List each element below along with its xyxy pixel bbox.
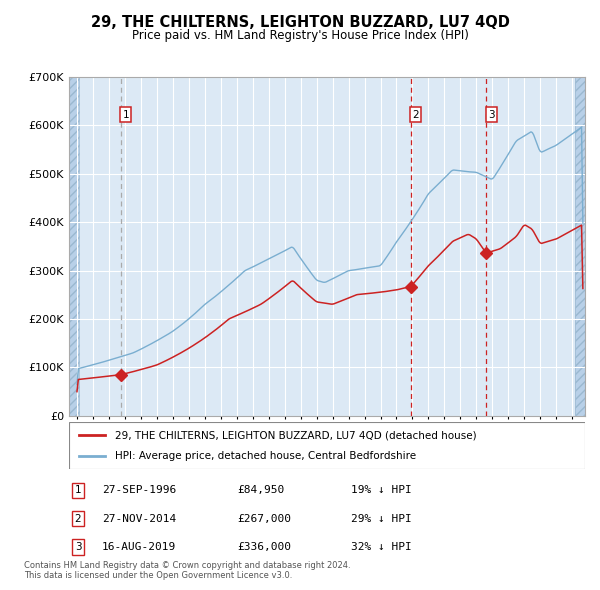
FancyBboxPatch shape [69,422,585,469]
Text: £267,000: £267,000 [237,514,291,523]
Text: 19% ↓ HPI: 19% ↓ HPI [351,486,412,495]
Bar [69,77,79,416]
Text: £84,950: £84,950 [237,486,284,495]
Text: 29% ↓ HPI: 29% ↓ HPI [351,514,412,523]
Bar [575,77,585,416]
Text: 32% ↓ HPI: 32% ↓ HPI [351,542,412,552]
Text: 16-AUG-2019: 16-AUG-2019 [102,542,176,552]
Text: 29, THE CHILTERNS, LEIGHTON BUZZARD, LU7 4QD (detached house): 29, THE CHILTERNS, LEIGHTON BUZZARD, LU7… [115,430,477,440]
Text: 2: 2 [412,110,419,120]
Bar [69,77,79,416]
Bar [575,77,585,416]
Text: £336,000: £336,000 [237,542,291,552]
Text: 3: 3 [74,542,82,552]
Text: 29, THE CHILTERNS, LEIGHTON BUZZARD, LU7 4QD: 29, THE CHILTERNS, LEIGHTON BUZZARD, LU7… [91,15,509,30]
Text: 3: 3 [488,110,494,120]
Text: HPI: Average price, detached house, Central Bedfordshire: HPI: Average price, detached house, Cent… [115,451,416,461]
Text: This data is licensed under the Open Government Licence v3.0.: This data is licensed under the Open Gov… [24,571,292,580]
Text: 1: 1 [74,486,82,495]
Text: Contains HM Land Registry data © Crown copyright and database right 2024.: Contains HM Land Registry data © Crown c… [24,560,350,569]
Text: Price paid vs. HM Land Registry's House Price Index (HPI): Price paid vs. HM Land Registry's House … [131,30,469,42]
Text: 2: 2 [74,514,82,523]
Text: 27-SEP-1996: 27-SEP-1996 [102,486,176,495]
Text: 27-NOV-2014: 27-NOV-2014 [102,514,176,523]
Text: 1: 1 [122,110,129,120]
